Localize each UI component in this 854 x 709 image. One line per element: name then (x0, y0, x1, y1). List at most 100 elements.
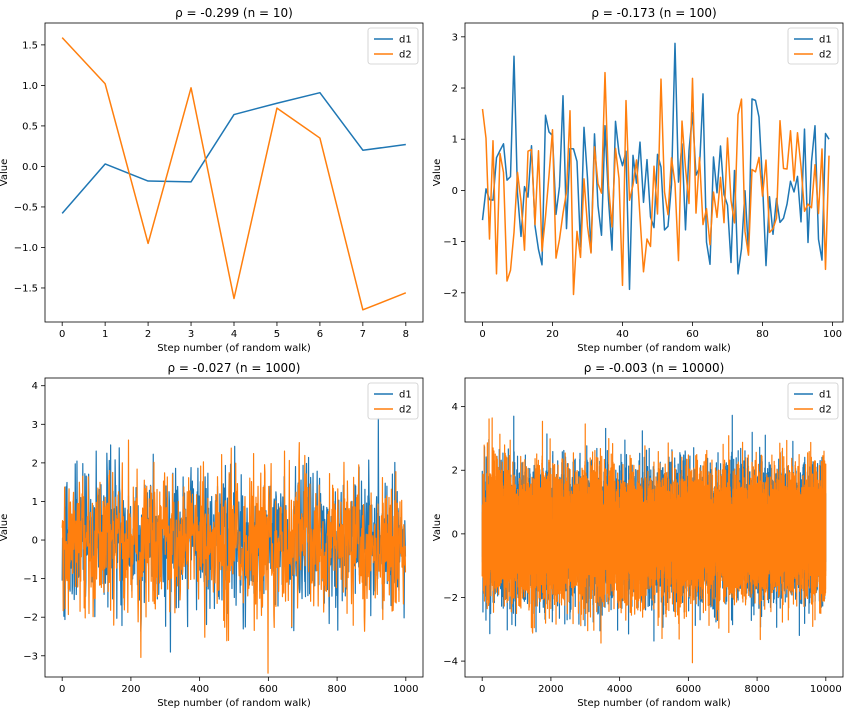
x-tick-label: 2000 (538, 684, 563, 695)
legend-label-d2: d2 (819, 405, 832, 416)
x-tick-label: 0 (59, 684, 65, 695)
x-tick-label: 4000 (607, 684, 632, 695)
legend-label-d1: d1 (819, 390, 832, 401)
y-tick-label: 0.0 (22, 162, 38, 173)
y-tick-label: 2 (32, 458, 38, 469)
x-tick-label: 4 (231, 329, 237, 340)
axes-frame (464, 22, 844, 323)
y-tick-label: 4 (452, 402, 458, 413)
y-tick-label: 0.5 (22, 121, 38, 132)
y-axis-label: Value (0, 514, 10, 541)
x-tick-label: 5 (274, 329, 280, 340)
y-tick-label: 0 (452, 186, 458, 197)
series-lines (481, 42, 830, 296)
legend-label-d2: d2 (399, 50, 412, 61)
x-tick-label: 1000 (393, 684, 418, 695)
y-tick-label: −4 (443, 657, 458, 668)
x-tick-label: 600 (259, 684, 278, 695)
y-tick-label: 1 (452, 135, 458, 146)
y-axis-label: Value (0, 159, 10, 186)
series-line-d2 (481, 71, 830, 296)
series-line-d2 (61, 439, 407, 674)
x-tick-label: 200 (121, 684, 140, 695)
x-axis-label: Step number (of random walk) (577, 343, 731, 354)
series-lines (61, 37, 407, 311)
legend-box (367, 382, 419, 420)
y-tick-label: −0.5 (14, 202, 38, 213)
y-tick-label: −1.0 (14, 243, 38, 254)
series-lines (61, 417, 407, 674)
x-tick-label: 7 (360, 329, 366, 340)
x-tick-label: 40 (616, 329, 629, 340)
series-line-d2 (481, 417, 827, 664)
y-tick-label: −1 (443, 237, 458, 248)
y-tick-label: 3 (32, 420, 38, 431)
subplot-3: 0 200 400 600 800 1000 −3 −2 −1 0 1 2 3 4 ρ = -0.027 (… (0, 361, 424, 709)
x-tick-label: 8 (403, 329, 409, 340)
y-tick-label: 1.5 (22, 40, 38, 51)
series-line-d1 (481, 42, 830, 291)
x-tick-label: 400 (190, 684, 209, 695)
x-tick-label: 0 (479, 684, 485, 695)
x-tick-label: 1 (102, 329, 108, 340)
y-tick-label: 2 (452, 466, 458, 477)
subplot-2: 0 20 40 60 80 100 −2 −1 0 1 2 3 ρ = -0.173 (n = 100)… (432, 6, 844, 354)
x-axis-label: Step number (of random walk) (157, 343, 311, 354)
y-tick-label: −3 (23, 651, 38, 662)
y-axis-label: Value (432, 159, 443, 186)
y-tick-label: −2 (23, 613, 38, 624)
x-tick-label: 2 (145, 329, 151, 340)
y-tick-label: −2 (443, 288, 458, 299)
series-line-d1 (61, 91, 406, 214)
y-tick-label: 1.0 (22, 81, 38, 92)
legend-box (787, 382, 839, 420)
legend-box (367, 27, 419, 65)
legend-label-d1: d1 (399, 35, 412, 46)
x-tick-label: 100 (823, 329, 842, 340)
y-tick-label: −1.5 (14, 283, 38, 294)
y-tick-label: 3 (452, 32, 458, 43)
y-axis-label: Value (432, 514, 443, 541)
chart-title: ρ = -0.299 (n = 10) (175, 6, 293, 20)
x-tick-label: 6000 (676, 684, 701, 695)
y-tick-label: 2 (452, 84, 458, 95)
series-lines (481, 414, 827, 664)
y-tick-label: 0 (32, 536, 38, 547)
x-tick-label: 20 (546, 329, 559, 340)
x-tick-label: 3 (188, 329, 194, 340)
x-tick-label: 6 (317, 329, 323, 340)
legend-box (787, 27, 839, 65)
y-tick-label: 0 (452, 529, 458, 540)
y-tick-label: 1 (32, 497, 38, 508)
x-tick-label: 800 (328, 684, 347, 695)
y-tick-label: 4 (32, 381, 38, 392)
legend-label-d1: d1 (819, 35, 832, 46)
x-axis-label: Step number (of random walk) (577, 698, 731, 709)
axes-frame (464, 377, 844, 678)
x-tick-label: 10000 (810, 684, 842, 695)
legend-label-d1: d1 (399, 390, 412, 401)
axes-frame (44, 22, 424, 323)
x-tick-label: 0 (479, 329, 485, 340)
x-tick-label: 0 (59, 329, 65, 340)
subplot-1: 0 1 2 3 4 5 6 7 8 −1.5 −1.0 −0.5 0.0 0.5 1.0 1.5 ρ = -0.… (0, 6, 424, 354)
y-tick-label: −1 (23, 574, 38, 585)
x-tick-label: 60 (686, 329, 699, 340)
legend-label-d2: d2 (819, 50, 832, 61)
x-tick-label: 8000 (744, 684, 769, 695)
x-axis-label: Step number (of random walk) (157, 698, 311, 709)
legend-label-d2: d2 (399, 405, 412, 416)
y-tick-label: −2 (443, 593, 458, 604)
chart-title: ρ = -0.003 (n = 10000) (584, 361, 725, 375)
series-line-d2 (61, 37, 407, 311)
x-tick-label: 80 (756, 329, 769, 340)
chart-title: ρ = -0.173 (n = 100) (591, 6, 716, 20)
subplot-4: 0 2000 4000 6000 8000 10000 −4 −2 0 2 4 ρ = -0.003 … (432, 361, 844, 709)
chart-title: ρ = -0.027 (n = 1000) (168, 361, 301, 375)
axes-frame (44, 377, 424, 678)
